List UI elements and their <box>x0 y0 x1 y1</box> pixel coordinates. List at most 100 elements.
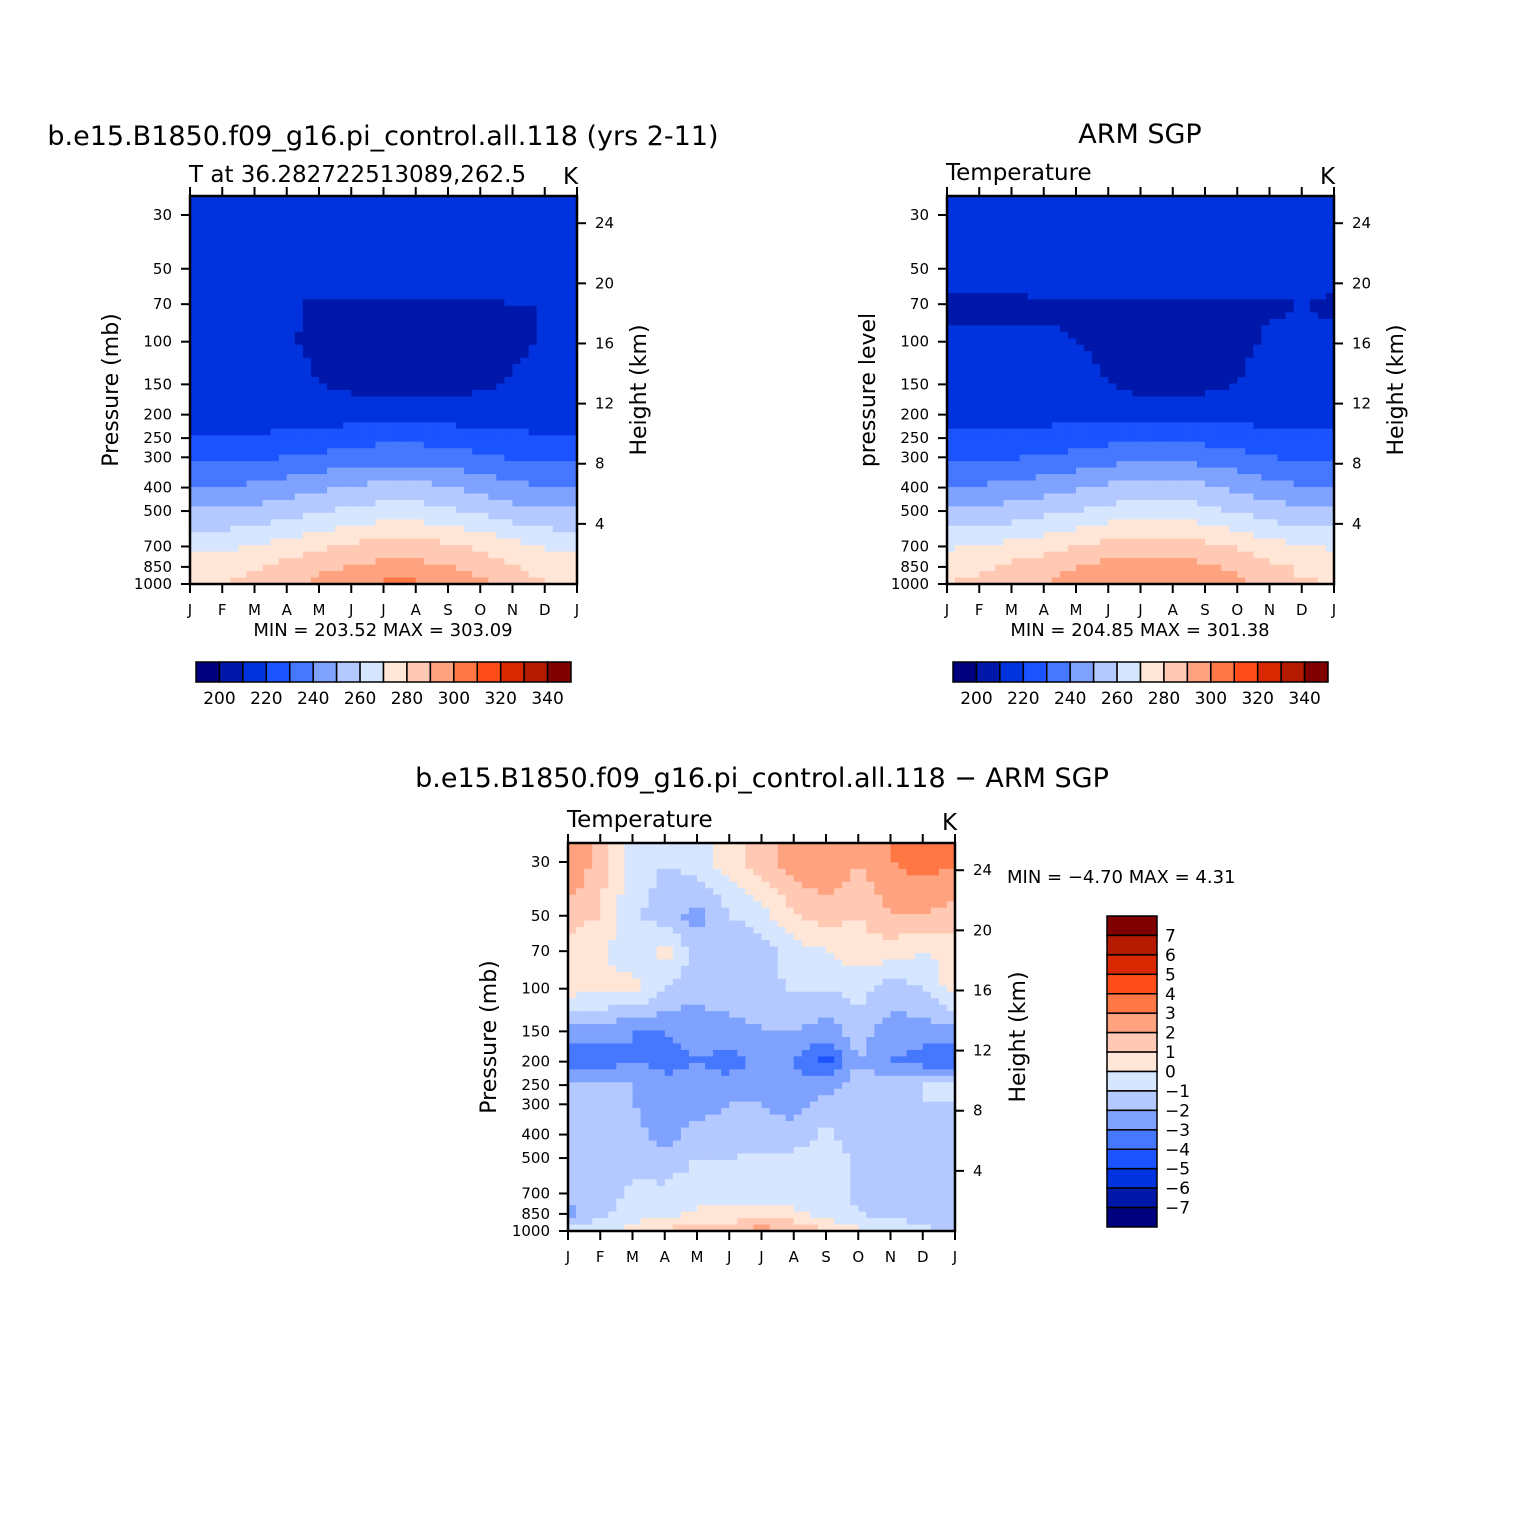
heatmap-cell <box>214 305 223 313</box>
heatmap-cell <box>1035 344 1045 352</box>
heatmap-cell <box>528 280 538 288</box>
heatmap-cell <box>1156 234 1166 242</box>
heatmap-cell <box>415 461 425 469</box>
heatmap-cell <box>947 351 956 359</box>
heatmap-cell <box>947 402 956 410</box>
heatmap-cell <box>190 286 199 294</box>
heatmap-cell <box>1261 370 1271 378</box>
heatmap-cell <box>1076 331 1085 339</box>
heatmap-cell <box>1059 228 1069 236</box>
heatmap-cell <box>480 506 489 514</box>
heatmap-cell <box>359 305 368 313</box>
heatmap-cell <box>1019 208 1029 216</box>
heatmap-cell <box>979 221 988 229</box>
heatmap-cell <box>359 396 368 404</box>
heatmap-cell <box>319 558 328 566</box>
heatmap-cell <box>407 545 417 553</box>
heatmap-cell <box>456 538 465 546</box>
colorbar-box <box>453 661 478 683</box>
heatmap-cell <box>544 499 554 507</box>
heatmap-cell <box>254 293 264 301</box>
heatmap-cell <box>1213 415 1222 423</box>
heatmap-cell <box>544 454 554 462</box>
heatmap-cell <box>1285 318 1295 326</box>
heatmap-cell <box>528 331 538 339</box>
heatmap-cell <box>1076 208 1085 216</box>
heatmap-cell <box>407 267 417 275</box>
heatmap-cell <box>544 422 554 430</box>
heatmap-cell <box>294 383 304 391</box>
heatmap-cell <box>979 234 988 242</box>
heatmap-cell <box>254 396 264 404</box>
heatmap-cell <box>971 254 980 262</box>
heatmap-cell <box>1164 234 1174 242</box>
heatmap-cell <box>407 383 417 391</box>
heatmap-cell <box>1293 390 1303 398</box>
heatmap-cell <box>1084 344 1093 352</box>
heatmap-cell <box>190 228 199 236</box>
heatmap-cell <box>1245 383 1254 391</box>
heatmap-cell <box>375 415 385 423</box>
heatmap-cell <box>1229 338 1238 346</box>
heatmap-cell <box>1221 331 1230 339</box>
heatmap-cell <box>496 519 506 527</box>
heatmap-cell <box>1180 241 1190 249</box>
heatmap-cell <box>359 480 368 488</box>
heatmap-cell <box>367 351 377 359</box>
heatmap-cell <box>1108 260 1117 268</box>
heatmap-cell <box>1116 396 1125 404</box>
heatmap-cell <box>1011 241 1021 249</box>
heatmap-cell <box>1293 331 1303 339</box>
heatmap-cell <box>1285 221 1295 229</box>
heatmap-cell <box>359 390 368 398</box>
heatmap-cell <box>955 383 964 391</box>
heatmap-cell <box>1309 338 1319 346</box>
heatmap-cell <box>1229 312 1238 320</box>
heatmap-cell <box>1317 267 1327 275</box>
heatmap-cell <box>560 260 570 268</box>
heatmap-cell <box>1325 402 1334 410</box>
heatmap-cell <box>1253 409 1263 417</box>
heatmap-cell <box>1051 267 1061 275</box>
heatmap-cell <box>1237 344 1246 352</box>
heatmap-cell <box>1108 448 1117 456</box>
heatmap-cell <box>310 545 320 553</box>
heatmap-cell <box>1027 273 1037 281</box>
heatmap-cell <box>504 202 514 210</box>
heatmap-cell <box>528 499 538 507</box>
heatmap-cell <box>278 312 288 320</box>
heatmap-cell <box>1100 344 1109 352</box>
heatmap-cell <box>488 344 497 352</box>
heatmap-cell <box>254 344 264 352</box>
heatmap-cell <box>198 506 207 514</box>
heatmap-cell <box>359 538 368 546</box>
heatmap-cell <box>536 428 546 436</box>
heatmap-cell <box>367 467 377 475</box>
heatmap-cell <box>504 551 514 559</box>
heatmap-cell <box>1148 221 1158 229</box>
heatmap-cell <box>456 435 465 443</box>
heatmap-cell <box>1116 234 1125 242</box>
heatmap-cell <box>528 487 538 495</box>
heatmap-cell <box>560 293 570 301</box>
heatmap-cell <box>190 564 199 572</box>
heatmap-cell <box>1148 448 1158 456</box>
x-tick-label: J <box>348 601 353 619</box>
heatmap-cell <box>278 344 288 352</box>
heatmap-cell <box>1156 461 1166 469</box>
heatmap-cell <box>528 299 538 307</box>
heatmap-cell <box>399 247 409 255</box>
heatmap-cell <box>528 247 538 255</box>
heatmap-cell <box>1237 312 1246 320</box>
heatmap-cell <box>246 286 256 294</box>
heatmap-cell <box>568 428 577 436</box>
heatmap-cell <box>544 461 554 469</box>
heatmap-cell <box>488 357 497 365</box>
heatmap-cell <box>1261 415 1271 423</box>
heatmap-cell <box>206 318 215 326</box>
heatmap-cell <box>1116 228 1125 236</box>
heatmap-cell <box>1003 441 1013 449</box>
heatmap-cell <box>504 558 514 566</box>
heatmap-cell <box>1156 318 1166 326</box>
heatmap-cell <box>270 260 280 268</box>
